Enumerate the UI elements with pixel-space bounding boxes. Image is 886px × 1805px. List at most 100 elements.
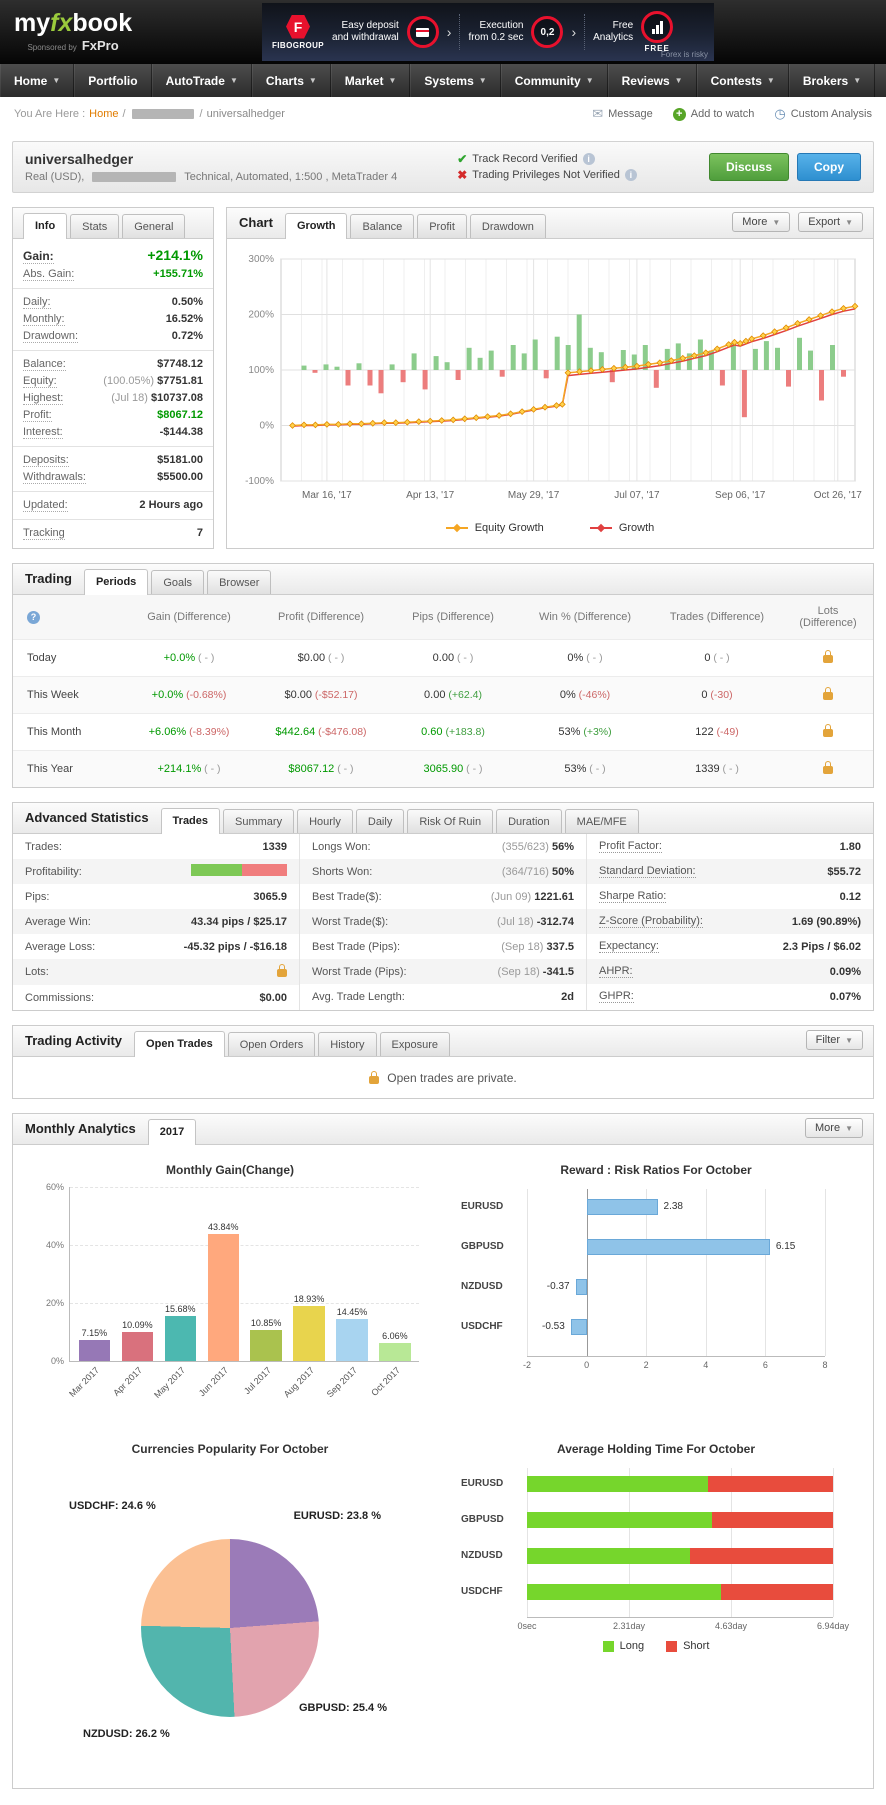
ad-banner[interactable]: F FIBOGROUP Easy deposit and withdrawal ›… [262, 3, 714, 61]
monthly-tab-2017[interactable]: 2017 [147, 1119, 197, 1145]
more-button[interactable]: More ▼ [805, 1118, 863, 1138]
monthly-gain-bar-aug-2017[interactable]: 18.93% [293, 1294, 325, 1361]
info-tab-info[interactable]: Info [23, 213, 68, 239]
pie-label-gbpusd: GBPUSD: 25.4 % [298, 1702, 387, 1714]
info-tab-general[interactable]: General [122, 214, 186, 238]
table-row-this-week: This Week +0.0% (-0.68%) $0.00 (-$52.17) 0.… [13, 676, 873, 713]
chart-tab-balance[interactable]: Balance [350, 214, 415, 238]
advanced-tab-daily[interactable]: Daily [355, 809, 405, 833]
help-icon[interactable]: ? [27, 610, 40, 624]
activity-tab-exposure[interactable]: Exposure [379, 1032, 450, 1056]
nav-item-home[interactable]: Home ▼ [0, 64, 75, 97]
growth-chart[interactable]: 300% 200% 100% 0% -100% Mar 16, '17 Apr 13, '1… [235, 247, 865, 518]
advanced-tab-risk-of-ruin[interactable]: Risk Of Ruin [407, 809, 494, 833]
bar-value-label: 15.68% [165, 1303, 196, 1314]
short-bar-eurusd[interactable] [707, 1476, 833, 1492]
discuss-button[interactable]: Discuss [708, 153, 789, 181]
monthly-gain-plot: 0% 20% 40% 60% 7.15% Mar 2017 10.09% Apr 2017 15… [46, 1182, 419, 1400]
advanced-tab-hourly[interactable]: Hourly [297, 809, 353, 833]
cell-main-value: +0.0% [151, 689, 184, 701]
legend-item-growth[interactable]: Growth [589, 522, 654, 534]
info-icon[interactable]: i [582, 153, 595, 165]
legend-item-equity-growth[interactable]: Equity Growth [445, 522, 544, 534]
nav-item-label: Reviews [621, 73, 670, 88]
rr-bar-eurusd[interactable] [586, 1199, 658, 1215]
trading-tab-periods[interactable]: Periods [83, 569, 149, 595]
main-row: Info Stats General Gain: +214.1% Abs. Gain: +… [12, 207, 874, 549]
more-button[interactable]: More ▼ [732, 212, 791, 232]
monthly-gain-bar-mar-2017[interactable]: 7.15% [78, 1328, 111, 1361]
info-row-deposits: Deposits: $5181.00 [13, 452, 213, 469]
breadcrumb-home-link[interactable]: Home [89, 108, 119, 120]
cell-main-value: 0 [701, 689, 708, 701]
currencies-pie[interactable] [141, 1539, 319, 1717]
monthly-gain-bar-jun-2017[interactable]: 43.84% [207, 1222, 239, 1361]
chevron-down-icon: ▼ [766, 76, 775, 85]
long-bar-gbpusd[interactable] [527, 1512, 713, 1528]
advanced-tab-summary[interactable]: Summary [223, 809, 295, 833]
trading-tab-browser[interactable]: Browser [207, 570, 272, 594]
monthly-gain-bar-oct-2017[interactable]: 6.06% [379, 1331, 411, 1361]
advanced-tab-mae-mfe[interactable]: MAE/MFE [564, 809, 639, 833]
info-value: +214.1% [147, 247, 203, 263]
info-tab-stats[interactable]: Stats [70, 214, 120, 238]
short-bar-usdchf[interactable] [721, 1584, 833, 1600]
rr-bar-gbpusd[interactable] [586, 1239, 770, 1255]
monthly-gain-bar-apr-2017[interactable]: 10.09% [121, 1320, 154, 1361]
monthly-gain-bar-jul-2017[interactable]: 10.85% [250, 1318, 282, 1361]
nav-item-contests[interactable]: Contests ▼ [696, 64, 789, 97]
chart-tab-drawdown[interactable]: Drawdown [469, 214, 546, 238]
activity-tab-history[interactable]: History [318, 1032, 377, 1056]
stat-label: Trades: [25, 840, 62, 853]
stat-row-ahpr: AHPR: 0.09% [587, 959, 873, 984]
rr-bar-usdchf[interactable] [570, 1319, 587, 1335]
filter-button[interactable]: Filter ▼ [805, 1030, 863, 1050]
long-bar-nzdusd[interactable] [527, 1548, 691, 1564]
stat-label: GHPR: [599, 990, 634, 1003]
nav-item-portfolio[interactable]: Portfolio [74, 64, 152, 97]
short-bar-gbpusd[interactable] [712, 1512, 833, 1528]
info-icon[interactable]: i [624, 169, 637, 181]
export-button[interactable]: Export ▼ [798, 212, 863, 232]
monthly-gain-bar-may-2017[interactable]: 15.68% [164, 1304, 196, 1361]
action-custom-analysis[interactable]: ◷ Custom Analysis [774, 106, 872, 122]
svg-text:May 29, '17: May 29, '17 [508, 490, 560, 501]
advanced-tab-trades[interactable]: Trades [160, 808, 221, 834]
nav-item-charts[interactable]: Charts ▼ [251, 64, 331, 97]
pie-label-eurusd: EURUSD: 23.8 % [293, 1510, 381, 1522]
ad-feature-1: Easy deposit and withdrawal [332, 20, 399, 45]
nav-item-systems[interactable]: Systems ▼ [410, 64, 501, 97]
cell-difference: (-$476.08) [315, 726, 367, 738]
long-bar-usdchf[interactable] [527, 1584, 721, 1600]
chart-tab-profit[interactable]: Profit [417, 214, 467, 238]
activity-tab-open-trades[interactable]: Open Trades [134, 1031, 225, 1057]
nav-item-brokers[interactable]: Brokers ▼ [788, 64, 876, 97]
myfxbook-logo[interactable]: myfxbook Sponsored by FxPro [14, 11, 132, 54]
legend-swatch [666, 1640, 678, 1652]
svg-text:Jul 07, '17: Jul 07, '17 [614, 490, 660, 501]
trading-tab-goals[interactable]: Goals [151, 570, 205, 594]
rr-bar-nzdusd[interactable] [575, 1279, 587, 1295]
page-container: universalhedger Real (USD), Technical, A… [12, 141, 874, 1789]
info-panel: Info Stats General Gain: +214.1% Abs. Gain: +… [12, 207, 214, 549]
cell-main-value: 1339 [695, 763, 720, 775]
long-bar-eurusd[interactable] [527, 1476, 708, 1492]
short-bar-nzdusd[interactable] [690, 1548, 833, 1564]
action-message[interactable]: ✉ Message [592, 106, 653, 122]
nav-item-community[interactable]: Community ▼ [500, 64, 608, 97]
column-header-profit-difference: Profit (Difference) [278, 611, 364, 623]
nav-item-autotrade[interactable]: AutoTrade ▼ [151, 64, 252, 97]
chart-tab-growth[interactable]: Growth [284, 213, 348, 239]
copy-button[interactable]: Copy [797, 153, 861, 181]
category-label-eurusd: EURUSD [461, 1201, 504, 1212]
action-add-to-watch[interactable]: + Add to watch [672, 106, 754, 122]
stat-row-ghpr: GHPR: 0.07% [587, 984, 873, 1009]
stat-value: 43.34 pips / $25.17 [191, 916, 287, 928]
advanced-tab-duration[interactable]: Duration [496, 809, 562, 833]
monthly-gain-bar-sep-2017[interactable]: 14.45% [336, 1307, 368, 1361]
nav-item-reviews[interactable]: Reviews ▼ [607, 64, 697, 97]
sponsor-logo[interactable]: FxPro [81, 38, 119, 53]
nav-item-market[interactable]: Market ▼ [330, 64, 411, 97]
verification-block: ✔ Track Record Verified i ✖ Trading Priv… [457, 150, 637, 184]
activity-tab-open-orders[interactable]: Open Orders [227, 1032, 316, 1056]
